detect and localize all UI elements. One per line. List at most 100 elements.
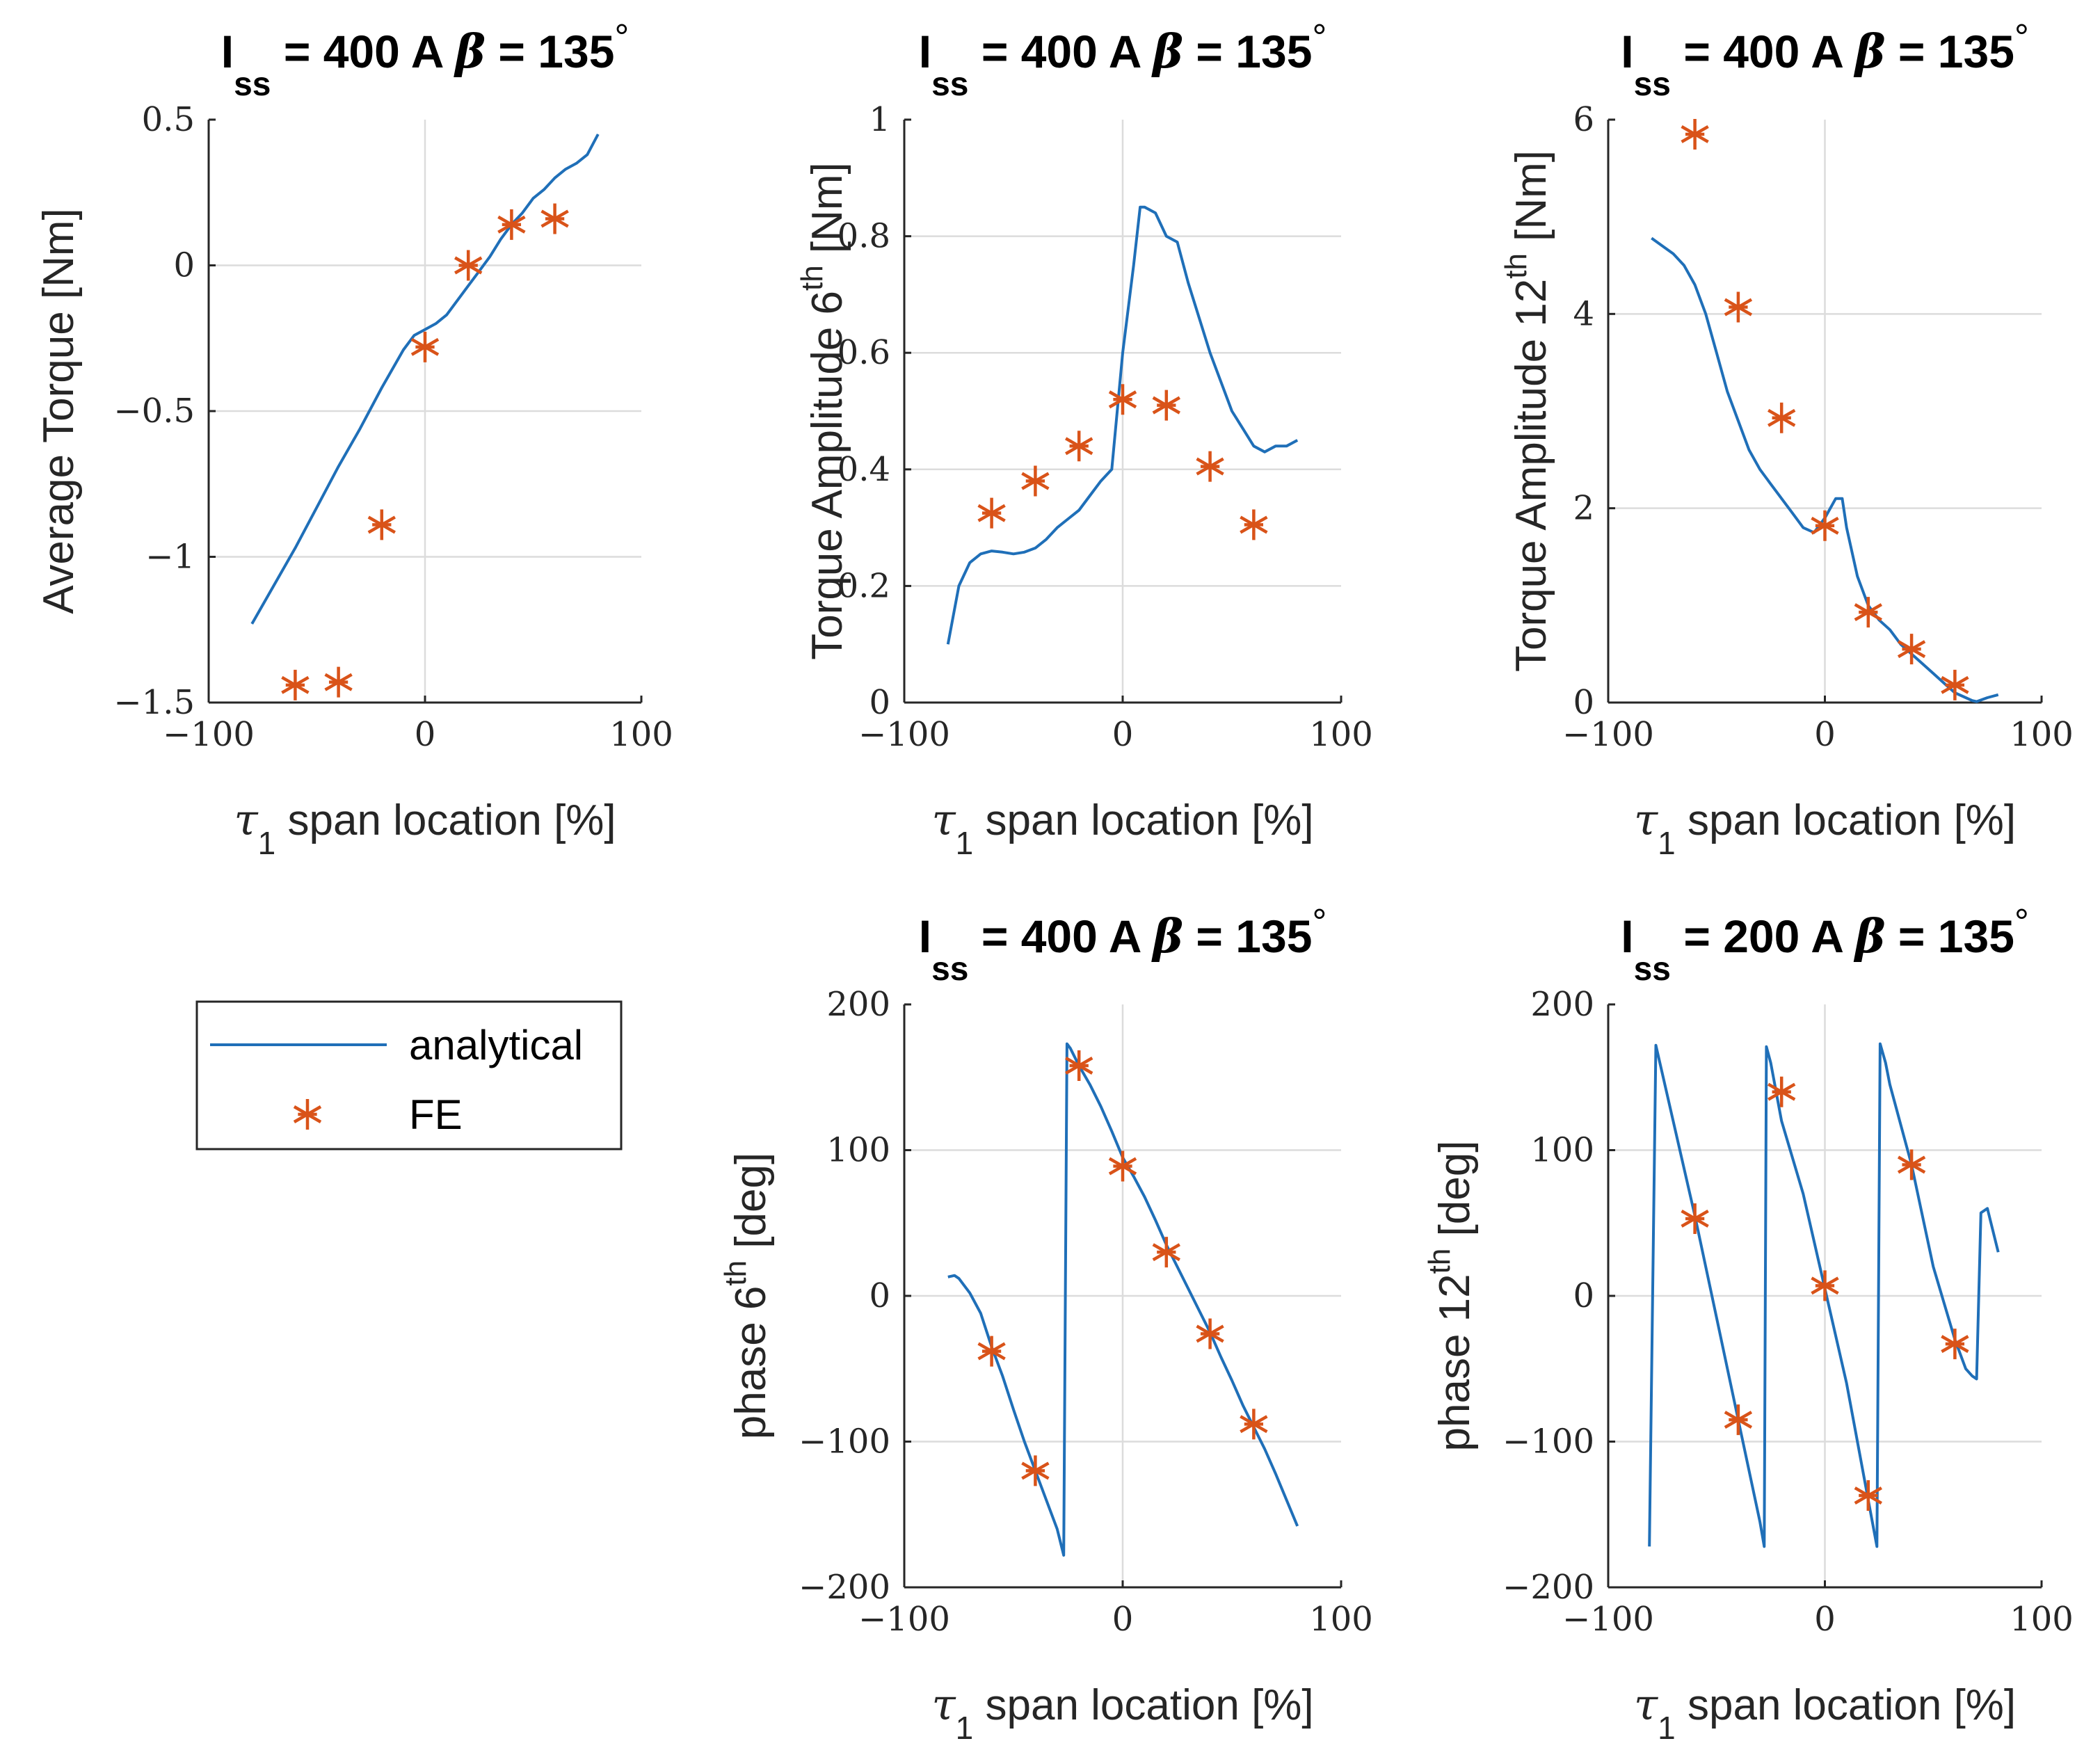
series-fe-marker xyxy=(1108,1150,1137,1182)
y-tick-label: −1 xyxy=(145,538,195,577)
x-tick-label: −100 xyxy=(1562,715,1654,754)
series-fe-marker xyxy=(497,209,526,240)
x-tick-label: 0 xyxy=(1814,1600,1836,1639)
series-analytical-line xyxy=(947,1042,1299,1557)
x-tick-label: −100 xyxy=(858,715,950,754)
chart-title: Iss = 400 A β = 135° xyxy=(221,17,629,103)
y-tick-label: 6 xyxy=(1573,100,1594,139)
series-fe-marker xyxy=(454,250,483,281)
y-tick-label: 100 xyxy=(826,1131,890,1170)
y-tick-label: 0.4 xyxy=(837,450,890,489)
y-tick-label: 200 xyxy=(826,985,890,1024)
series-fe-marker xyxy=(1681,118,1709,150)
chart-title: Iss = 400 A β = 135° xyxy=(919,17,1326,103)
series-fe-marker xyxy=(1768,402,1796,433)
x-tick-label: 100 xyxy=(609,715,673,754)
x-axis-label: τ1 span location [%] xyxy=(931,794,1313,861)
y-tick-label: 0.6 xyxy=(837,333,890,372)
x-tick-label: −100 xyxy=(1562,1600,1654,1639)
y-tick-label: 0 xyxy=(1573,683,1594,722)
y-axis-label: phase 12th [deg] xyxy=(1422,1141,1479,1452)
series-fe-marker xyxy=(977,1336,1006,1367)
y-tick-label: −1.5 xyxy=(113,683,195,722)
series-fe-marker xyxy=(1724,291,1753,323)
series-fe-marker xyxy=(1240,509,1268,540)
series-fe-marker xyxy=(1897,1149,1926,1180)
x-tick-label: 0 xyxy=(1112,715,1134,754)
y-tick-label: −0.5 xyxy=(113,392,195,431)
series-fe-marker xyxy=(1681,1203,1709,1234)
series-fe-marker xyxy=(281,669,310,700)
y-tick-label: 0 xyxy=(869,683,890,722)
x-axis-label: τ1 span location [%] xyxy=(931,1679,1313,1746)
y-tick-label: 100 xyxy=(1530,1131,1594,1170)
series-analytical-line xyxy=(250,134,600,625)
chart-panel-1: −100 0 100 −1.5 −1 −0.5 0 0.5 Iss = 400 A β = 13… xyxy=(35,17,673,861)
y-tick-label: 0 xyxy=(1573,1276,1594,1315)
series-fe-marker xyxy=(1152,390,1180,421)
series-fe-marker xyxy=(1021,1455,1050,1486)
series-fe-marker xyxy=(1941,669,1969,700)
y-tick-label: 0 xyxy=(869,1276,890,1315)
x-tick-label: 100 xyxy=(2010,1600,2074,1639)
x-tick-label: 100 xyxy=(1309,715,1373,754)
y-tick-label: −100 xyxy=(799,1422,890,1461)
series-fe-marker xyxy=(1196,451,1224,482)
y-tick-label: −200 xyxy=(1502,1568,1594,1607)
chart-title: Iss = 400 A β = 135° xyxy=(919,902,1326,988)
series-fe-marker xyxy=(1724,1404,1753,1436)
series-fe-marker xyxy=(1811,1270,1839,1301)
series-fe-marker xyxy=(1811,510,1839,541)
x-tick-label: −100 xyxy=(163,715,255,754)
series-fe-marker xyxy=(1854,597,1882,628)
series-analytical-line xyxy=(946,205,1299,645)
legend-analytical-label: analytical xyxy=(409,1022,583,1068)
y-tick-label: 0 xyxy=(173,246,195,285)
y-tick-label: −100 xyxy=(1502,1422,1594,1461)
y-tick-label: 2 xyxy=(1573,489,1594,528)
legend-fe-star xyxy=(293,1099,322,1130)
x-axis-label: τ1 span location [%] xyxy=(1634,1679,2016,1746)
y-tick-label: 0.5 xyxy=(142,100,195,139)
legend-fe-marker xyxy=(293,1099,322,1130)
series-fe-marker xyxy=(1240,1409,1268,1440)
series-fe-marker xyxy=(1941,1329,1969,1360)
y-tick-label: −200 xyxy=(799,1568,890,1607)
series-fe-marker xyxy=(1108,384,1137,415)
y-axis-label: phase 6th [deg] xyxy=(719,1153,775,1439)
y-tick-label: 0.8 xyxy=(837,217,890,256)
y-tick-label: 200 xyxy=(1530,985,1594,1024)
x-tick-label: −100 xyxy=(858,1600,950,1639)
y-tick-label: 4 xyxy=(1573,294,1594,333)
y-axis-label: Torque Amplitude 12th [Nm] xyxy=(1499,150,1555,672)
series-fe-marker xyxy=(1196,1318,1224,1349)
x-axis-label: τ1 span location [%] xyxy=(234,794,616,861)
x-tick-label: 0 xyxy=(1814,715,1836,754)
series-fe-marker xyxy=(1065,1050,1093,1081)
series-fe-marker xyxy=(1768,1076,1796,1107)
y-axis-label: Torque Amplitude 6th [Nm] xyxy=(795,162,851,660)
x-axis-label: τ1 span location [%] xyxy=(1634,794,2016,861)
x-tick-label: 100 xyxy=(2010,715,2074,754)
y-axis-label: Average Torque [Nm] xyxy=(35,208,83,614)
y-tick-label: 1 xyxy=(869,100,890,139)
series-fe-marker xyxy=(410,331,440,362)
series-fe-marker xyxy=(1897,634,1926,665)
x-tick-label: 100 xyxy=(1309,1600,1373,1639)
series-fe-marker xyxy=(1065,431,1093,462)
chart-title: Iss = 200 A β = 135° xyxy=(1621,902,2028,988)
series-analytical-line xyxy=(1648,1042,2000,1548)
x-tick-label: 0 xyxy=(1112,1600,1134,1639)
series-fe-marker xyxy=(1152,1237,1180,1268)
series-fe-marker xyxy=(367,509,396,540)
series-fe-marker xyxy=(1854,1480,1882,1512)
chart-title: Iss = 400 A β = 135° xyxy=(1621,17,2028,103)
y-tick-label: 0.2 xyxy=(837,566,890,605)
x-tick-label: 0 xyxy=(415,715,436,754)
series-fe-marker xyxy=(1021,465,1050,497)
